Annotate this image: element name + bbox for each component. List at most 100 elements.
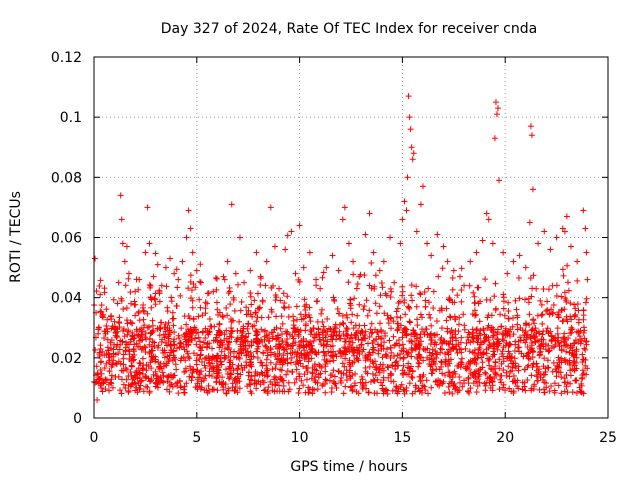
data-point bbox=[183, 380, 190, 387]
data-point bbox=[177, 339, 184, 346]
data-point bbox=[111, 341, 118, 348]
data-point bbox=[264, 390, 271, 397]
data-point bbox=[366, 307, 373, 314]
data-point bbox=[341, 363, 348, 370]
data-point bbox=[285, 379, 292, 386]
data-point bbox=[544, 357, 551, 364]
data-point bbox=[149, 322, 156, 329]
data-point bbox=[428, 322, 435, 329]
data-point bbox=[149, 347, 156, 354]
data-point bbox=[203, 354, 210, 361]
data-point bbox=[103, 377, 110, 384]
data-point bbox=[428, 352, 435, 359]
data-point bbox=[175, 390, 182, 397]
data-point bbox=[452, 331, 459, 338]
data-point bbox=[159, 369, 166, 376]
data-point bbox=[312, 373, 319, 380]
data-point bbox=[343, 311, 350, 318]
data-point bbox=[415, 351, 422, 358]
data-point bbox=[484, 314, 491, 321]
data-point bbox=[135, 310, 142, 317]
data-point bbox=[393, 308, 400, 315]
data-point bbox=[381, 339, 388, 346]
data-point bbox=[538, 301, 545, 308]
chart-title: Day 327 of 2024, Rate Of TEC Index for r… bbox=[161, 21, 537, 37]
data-point bbox=[281, 305, 288, 312]
data-point bbox=[144, 310, 151, 317]
data-point bbox=[220, 386, 227, 393]
data-point bbox=[506, 333, 513, 340]
data-point bbox=[201, 375, 208, 382]
data-point bbox=[399, 292, 406, 299]
data-point bbox=[258, 326, 265, 333]
data-point bbox=[571, 358, 578, 365]
data-point bbox=[559, 266, 566, 273]
data-point bbox=[339, 312, 346, 319]
data-point bbox=[373, 310, 380, 317]
data-point bbox=[152, 250, 159, 257]
data-point bbox=[320, 269, 327, 276]
y-axis-title: ROTI / TECUs bbox=[8, 191, 24, 283]
data-point bbox=[561, 289, 568, 296]
data-point bbox=[300, 382, 307, 389]
data-point bbox=[564, 389, 571, 396]
data-point bbox=[426, 349, 433, 356]
data-point bbox=[364, 312, 371, 319]
data-point bbox=[120, 367, 127, 374]
data-point bbox=[438, 325, 445, 332]
data-point bbox=[123, 317, 130, 324]
data-point bbox=[569, 389, 576, 396]
data-point bbox=[561, 330, 568, 337]
data-point bbox=[274, 379, 281, 386]
data-point bbox=[156, 332, 163, 339]
data-point bbox=[409, 297, 416, 304]
data-point bbox=[522, 339, 529, 346]
data-point bbox=[221, 276, 228, 283]
data-point bbox=[458, 334, 465, 341]
data-point bbox=[378, 280, 385, 287]
data-point bbox=[399, 288, 406, 295]
data-point bbox=[356, 344, 363, 351]
data-point bbox=[363, 297, 370, 304]
data-point bbox=[225, 290, 232, 297]
data-point bbox=[313, 298, 320, 305]
data-point bbox=[408, 353, 415, 360]
data-point bbox=[348, 319, 355, 326]
data-point bbox=[279, 320, 286, 327]
data-point bbox=[449, 286, 456, 293]
data-point bbox=[125, 382, 132, 389]
data-point bbox=[178, 325, 185, 332]
data-point bbox=[402, 311, 409, 318]
data-point bbox=[394, 326, 401, 333]
data-point bbox=[417, 291, 424, 298]
data-point bbox=[423, 377, 430, 384]
data-point bbox=[209, 345, 216, 352]
data-point bbox=[396, 298, 403, 305]
data-point bbox=[482, 370, 489, 377]
data-point bbox=[379, 354, 386, 361]
data-point bbox=[201, 362, 208, 369]
data-point bbox=[284, 335, 291, 342]
data-point bbox=[571, 301, 578, 308]
data-point bbox=[261, 387, 268, 394]
data-point bbox=[347, 341, 354, 348]
data-point bbox=[262, 282, 269, 289]
data-point bbox=[269, 366, 276, 373]
data-point bbox=[408, 373, 415, 380]
data-point bbox=[584, 365, 591, 372]
data-point bbox=[302, 322, 309, 329]
data-point bbox=[344, 326, 351, 333]
data-point bbox=[523, 336, 530, 343]
data-point bbox=[318, 310, 325, 317]
data-point bbox=[120, 361, 127, 368]
data-point bbox=[213, 286, 220, 293]
data-point bbox=[563, 348, 570, 355]
data-point bbox=[226, 288, 233, 295]
data-point bbox=[285, 304, 292, 311]
data-point bbox=[341, 344, 348, 351]
data-point bbox=[195, 313, 202, 320]
data-point bbox=[265, 314, 272, 321]
data-point bbox=[571, 340, 578, 347]
data-point bbox=[441, 390, 448, 397]
